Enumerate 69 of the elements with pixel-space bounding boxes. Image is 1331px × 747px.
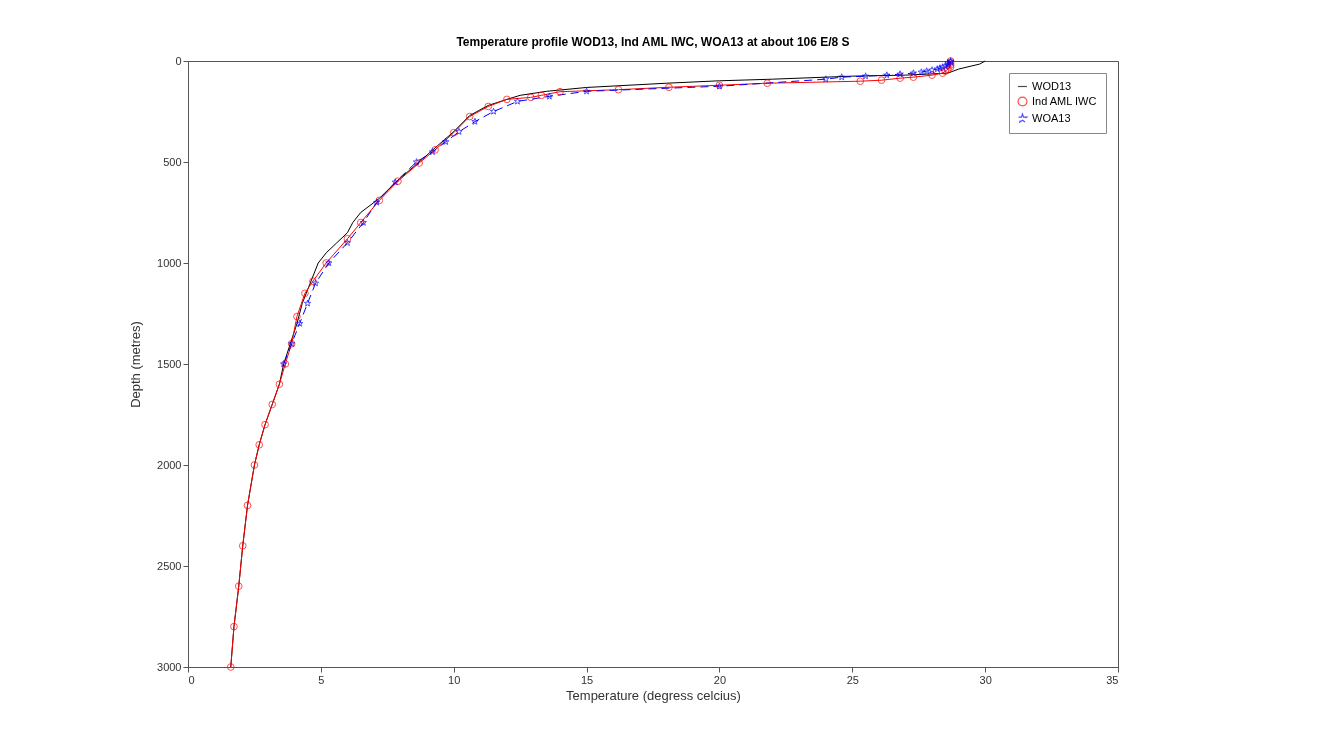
point <box>582 87 591 95</box>
point <box>877 76 886 85</box>
point <box>261 420 269 429</box>
y-tick-label: 1000 <box>157 256 182 269</box>
x-axis-title: Temperature (degress celcius) <box>566 687 741 703</box>
point <box>471 117 479 125</box>
point <box>909 69 918 77</box>
point <box>234 582 243 591</box>
x-tick-label: 10 <box>448 673 461 686</box>
y-tick-label: 0 <box>175 54 182 67</box>
point <box>763 79 772 88</box>
x-tick-label: 15 <box>580 673 594 686</box>
point <box>503 95 511 104</box>
x-tick-label: 25 <box>846 673 859 686</box>
point <box>556 87 564 96</box>
y-tick-label: 1500 <box>157 357 182 370</box>
point <box>909 73 918 82</box>
y-axis-title: Depth (metres) <box>128 321 144 408</box>
y-tick-label: 2000 <box>157 458 182 471</box>
point <box>442 137 450 146</box>
y-tick-label: 500 <box>163 155 182 168</box>
point <box>250 461 259 469</box>
point <box>513 97 522 105</box>
y-tick-label: 3000 <box>157 660 182 673</box>
point <box>484 102 493 111</box>
point <box>923 67 931 75</box>
legend-label: Ind AML IWC <box>1032 94 1097 107</box>
point <box>896 74 904 83</box>
point <box>837 73 846 81</box>
x-tick-label: 35 <box>1106 673 1119 686</box>
point <box>545 92 554 100</box>
point <box>822 75 830 83</box>
legend-label: WOD13 <box>1032 79 1072 92</box>
x-tick-label: 30 <box>979 673 992 686</box>
point <box>268 400 277 409</box>
point <box>489 107 498 115</box>
point <box>303 299 312 307</box>
chart-title: Temperature profile WOD13, Ind AML IWC, WOA13 at about 106 E/8 S <box>456 35 850 49</box>
point <box>917 68 926 76</box>
point <box>896 70 904 78</box>
point <box>275 380 284 389</box>
point <box>883 71 891 79</box>
x-tick-label: 5 <box>318 673 325 686</box>
point <box>455 127 463 135</box>
point <box>938 63 947 71</box>
point <box>856 77 865 86</box>
x-tick-label: 0 <box>188 673 195 686</box>
point <box>537 91 546 100</box>
point <box>526 93 535 102</box>
point <box>465 112 474 121</box>
point <box>255 440 264 449</box>
x-tick-label: 20 <box>713 673 727 686</box>
point <box>343 238 352 247</box>
point <box>938 69 947 77</box>
legend-label: WOA13 <box>1032 111 1071 124</box>
point <box>343 234 352 243</box>
point <box>861 72 870 80</box>
point <box>928 66 936 74</box>
point <box>243 501 252 510</box>
point <box>449 128 458 137</box>
point <box>226 663 235 671</box>
point <box>230 622 238 631</box>
point <box>614 85 623 94</box>
point <box>238 541 247 550</box>
point <box>293 312 301 321</box>
y-tick-label: 2500 <box>157 559 182 572</box>
point <box>301 289 309 298</box>
point <box>665 83 673 92</box>
point <box>295 319 304 327</box>
